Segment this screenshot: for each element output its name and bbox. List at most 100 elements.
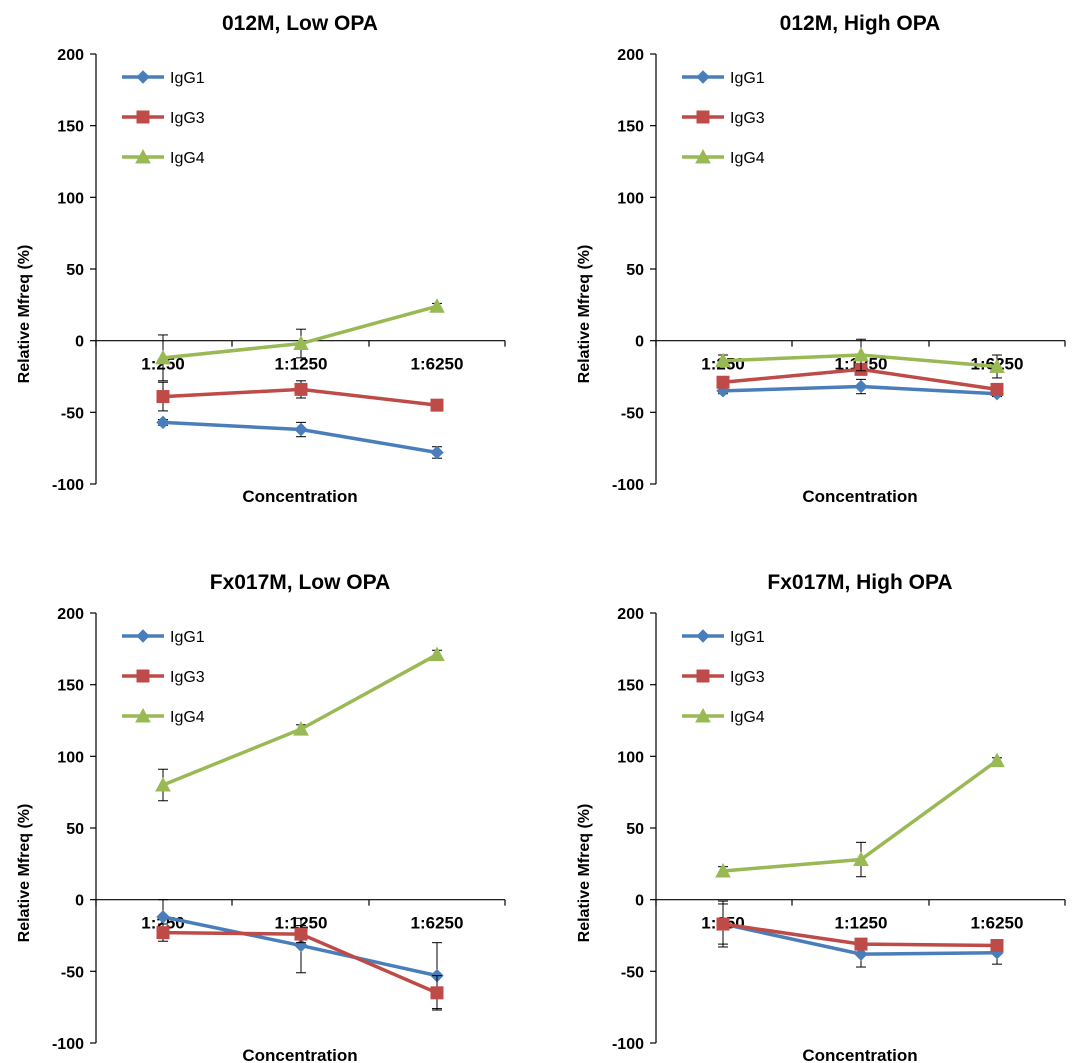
legend-label: IgG4: [730, 709, 765, 726]
chart-panel-3: Fx017M, Low OPA 200 150 100 50 0 -50 -100 Relati…: [16, 571, 506, 1063]
series-igg3: [716, 900, 1004, 953]
legend-marker: [696, 629, 710, 643]
data-point: [430, 986, 444, 1000]
y-tick-label: 100: [57, 190, 84, 207]
data-point: [854, 379, 868, 394]
series-igg1: [156, 415, 444, 460]
data-point: [989, 358, 1005, 373]
y-tick-label: -50: [61, 405, 84, 422]
series-line: [162, 304, 438, 360]
data-point: [853, 851, 869, 867]
legend-label: IgG4: [170, 709, 205, 726]
data-point: [990, 939, 1004, 953]
y-tick-label: 100: [57, 749, 84, 766]
legend-label: IgG3: [730, 669, 765, 686]
y-tick-label: 50: [626, 821, 644, 838]
y-tick-label: -50: [621, 964, 644, 981]
legend: IgG1 IgG3 IgG4: [122, 629, 205, 726]
data-point: [990, 382, 1004, 396]
legend-marker: [696, 110, 710, 124]
y-tick-label: 50: [66, 821, 84, 838]
data-point: [156, 390, 170, 404]
y-tick-label: -100: [52, 1036, 84, 1053]
legend-label: IgG1: [730, 629, 765, 646]
x-axis-label: Concentration: [802, 487, 917, 506]
data-point: [716, 375, 730, 389]
data-point: [430, 398, 444, 412]
chart-title: 012M, High OPA: [780, 12, 941, 35]
y-tick-label: 150: [57, 119, 84, 136]
data-point: [293, 335, 309, 351]
series-igg3: [156, 380, 444, 412]
data-point: [715, 352, 731, 368]
y-tick-label: -100: [612, 1036, 644, 1053]
x-tick-label: 1:1250: [275, 355, 328, 374]
y-tick-label: -100: [612, 477, 644, 494]
y-axis-label: Relative Mfreq (%): [16, 804, 33, 943]
y-tick-label: 200: [617, 47, 644, 64]
y-tick-label: 200: [617, 606, 644, 623]
legend-label: IgG1: [170, 629, 205, 646]
y-tick-label: -50: [621, 405, 644, 422]
series-igg3: [156, 923, 444, 1011]
legend: IgG1 IgG3 IgG4: [122, 70, 205, 167]
data-point: [294, 927, 308, 941]
legend-marker: [135, 707, 151, 723]
data-point: [429, 298, 445, 313]
y-tick-label: 150: [57, 678, 84, 695]
y-tick-label: 100: [617, 190, 644, 207]
legend: IgG1 IgG3 IgG4: [682, 70, 765, 167]
x-tick-label: 1:1250: [835, 914, 888, 933]
legend-marker: [136, 110, 150, 124]
data-point: [156, 910, 170, 924]
x-axis-label: Concentration: [802, 1046, 917, 1063]
y-tick-label: 150: [617, 119, 644, 136]
y-tick-label: 0: [635, 334, 644, 351]
y-tick-label: 200: [57, 606, 84, 623]
chart-title: Fx017M, High OPA: [767, 571, 952, 594]
y-tick-label: -50: [61, 964, 84, 981]
y-tick-label: 0: [635, 893, 644, 910]
x-axis-label: Concentration: [242, 487, 357, 506]
legend-marker: [695, 707, 711, 723]
data-point: [294, 422, 308, 437]
legend-marker: [135, 148, 151, 164]
y-axis-label: Relative Mfreq (%): [16, 245, 33, 384]
legend-label: IgG3: [170, 110, 205, 127]
data-point: [155, 776, 171, 792]
data-point: [293, 721, 309, 736]
legend-marker: [696, 669, 710, 683]
legend-marker: [136, 629, 150, 643]
legend-label: IgG1: [730, 70, 765, 87]
y-tick-label: 50: [626, 262, 644, 279]
data-point: [854, 947, 868, 961]
x-tick-label: 1:6250: [411, 914, 464, 933]
y-tick-label: 150: [617, 678, 644, 695]
y-tick-label: 50: [66, 262, 84, 279]
data-point: [853, 346, 869, 362]
y-tick-label: 100: [617, 749, 644, 766]
series-igg1: [716, 378, 1004, 401]
x-tick-label: 1:6250: [971, 914, 1024, 933]
chart-title: Fx017M, Low OPA: [210, 571, 390, 594]
data-point: [716, 917, 730, 931]
y-tick-label: -100: [52, 477, 84, 494]
data-point: [854, 937, 868, 951]
legend: IgG1 IgG3 IgG4: [682, 629, 765, 726]
data-point: [430, 445, 444, 460]
data-point: [156, 926, 170, 940]
y-tick-label: 0: [75, 893, 84, 910]
legend-marker: [136, 70, 150, 84]
x-tick-label: 1:6250: [411, 355, 464, 374]
legend-label: IgG4: [170, 150, 205, 167]
chart-panel-4: Fx017M, High OPA 200 150 100 50 0 -50 -100 Relat…: [576, 571, 1066, 1063]
y-axis-label: Relative Mfreq (%): [576, 245, 593, 384]
data-point: [294, 382, 308, 396]
series-igg4: [155, 646, 445, 802]
data-point: [989, 752, 1005, 768]
legend-label: IgG4: [730, 150, 765, 167]
legend-marker: [696, 70, 710, 84]
y-tick-label: 200: [57, 47, 84, 64]
y-axis-label: Relative Mfreq (%): [576, 804, 593, 943]
series-igg4: [715, 752, 1005, 878]
